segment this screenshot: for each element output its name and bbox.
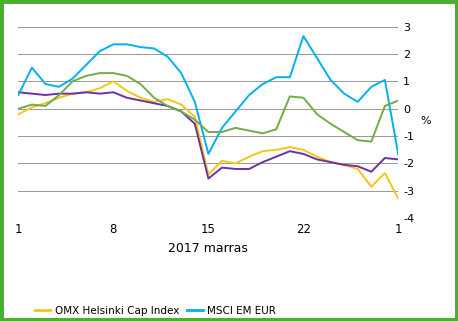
Y-axis label: %: % [420, 116, 431, 126]
X-axis label: 2017 marras: 2017 marras [169, 242, 248, 255]
Legend: OMX Helsinki Cap Index, MSCI Europe Index, MSCI EM EUR, MSCI North America EUR: OMX Helsinki Cap Index, MSCI Europe Inde… [31, 301, 340, 321]
